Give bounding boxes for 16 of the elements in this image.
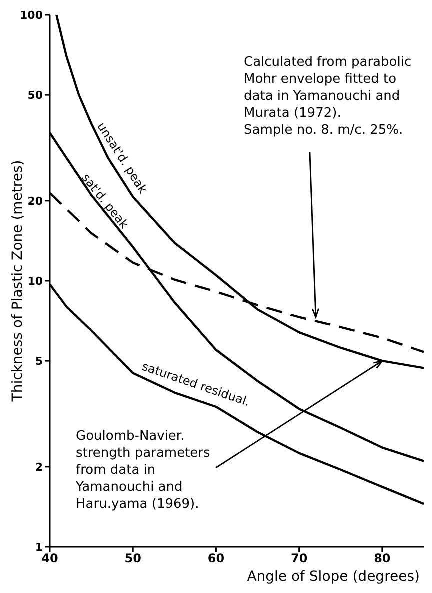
x-tick-label: 80 <box>374 552 391 566</box>
x-tick-label: 50 <box>124 552 142 566</box>
y-tick-label: 10 <box>28 274 44 288</box>
x-tick-label: 40 <box>42 552 58 566</box>
y-tick-label: 1 <box>35 540 43 554</box>
y-tick-label: 5 <box>35 354 43 368</box>
y-tick-label: 50 <box>28 88 44 102</box>
y-tick-label: 20 <box>28 194 44 208</box>
y-tick-label: 100 <box>20 8 44 22</box>
annotation: Calculated from parabolic Mohr envelope fitted to data in Yamanouchi and Murata (1972). Sample no. 8. m/c. 25%. <box>244 55 412 138</box>
x-tick-label: 60 <box>208 552 225 566</box>
y-tick-label: 2 <box>35 460 43 474</box>
y-axis-title: Thickness of Plastic Zone (metres) <box>10 160 26 403</box>
x-tick-label: 70 <box>290 552 308 566</box>
x-axis-title: Angle of Slope (degrees) <box>247 569 420 585</box>
annotation: Goulomb-Navier. strength parameters from data in Yamanouchi and Haru.yama (1969). <box>75 429 211 512</box>
